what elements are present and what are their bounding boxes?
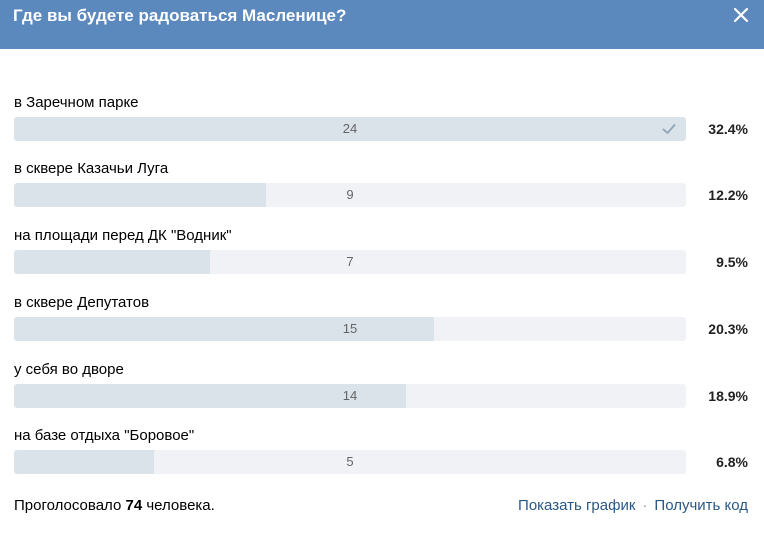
option-bar[interactable]: 15 xyxy=(14,317,686,341)
check-icon xyxy=(662,122,676,136)
total-votes-prefix: Проголосовало xyxy=(14,497,122,514)
poll-option: у себя во дворе 14 18.9% xyxy=(0,361,764,421)
poll-option: в Заречном парке 24 32.4% xyxy=(0,94,764,154)
option-count: 14 xyxy=(342,388,358,403)
footer-separator: · xyxy=(642,497,648,514)
poll-title: Где вы будете радоваться Масленице? xyxy=(13,6,347,25)
total-votes: Проголосовало 74 человека. xyxy=(14,496,215,516)
option-bar[interactable]: 14 xyxy=(14,384,686,408)
footer-links: Показать график · Получить код xyxy=(518,496,748,516)
option-label: в Заречном парке xyxy=(14,94,139,111)
total-votes-count: 74 xyxy=(125,497,143,514)
poll-footer: Проголосовало 74 человека. Показать граф… xyxy=(0,496,764,520)
option-bar[interactable]: 9 xyxy=(14,183,686,207)
option-bar[interactable]: 5 xyxy=(14,450,686,474)
option-bar-fill xyxy=(14,250,211,274)
option-count: 7 xyxy=(346,254,354,269)
option-count: 24 xyxy=(342,121,358,136)
option-bar-fill xyxy=(14,117,686,141)
option-label: в сквере Депутатов xyxy=(14,294,150,311)
option-percent: 20.3% xyxy=(708,321,748,337)
option-percent: 18.9% xyxy=(708,388,748,404)
close-icon[interactable] xyxy=(731,5,751,25)
poll-option: на площади перед ДК "Водник" 7 9.5% xyxy=(0,227,764,287)
option-percent: 6.8% xyxy=(716,454,748,470)
option-bar-fill xyxy=(14,450,154,474)
option-label: у себя во дворе xyxy=(14,361,124,378)
option-bar[interactable]: 7 xyxy=(14,250,686,274)
option-label: в сквере Казачьи Луга xyxy=(14,160,169,177)
option-percent: 32.4% xyxy=(708,121,748,137)
poll-option: на базе отдыха "Боровое" 5 6.8% xyxy=(0,427,764,487)
option-label: на площади перед ДК "Водник" xyxy=(14,227,232,244)
poll-option: в сквере Депутатов 15 20.3% xyxy=(0,294,764,354)
option-bar-fill xyxy=(14,183,266,207)
option-percent: 12.2% xyxy=(708,187,748,203)
option-count: 5 xyxy=(346,454,354,469)
poll-header: Где вы будете радоваться Масленице? xyxy=(0,0,764,49)
option-bar[interactable]: 24 xyxy=(14,117,686,141)
poll-option: в сквере Казачьи Луга 9 12.2% xyxy=(0,160,764,220)
option-count: 9 xyxy=(346,187,354,202)
get-code-link[interactable]: Получить код xyxy=(654,497,748,514)
show-chart-link[interactable]: Показать график xyxy=(518,497,636,514)
option-label: на базе отдыха "Боровое" xyxy=(14,427,195,444)
option-bar-fill xyxy=(14,317,434,341)
total-votes-suffix: человека. xyxy=(146,497,215,514)
option-count: 15 xyxy=(342,321,358,336)
option-percent: 9.5% xyxy=(716,254,748,270)
option-bar-fill xyxy=(14,384,406,408)
